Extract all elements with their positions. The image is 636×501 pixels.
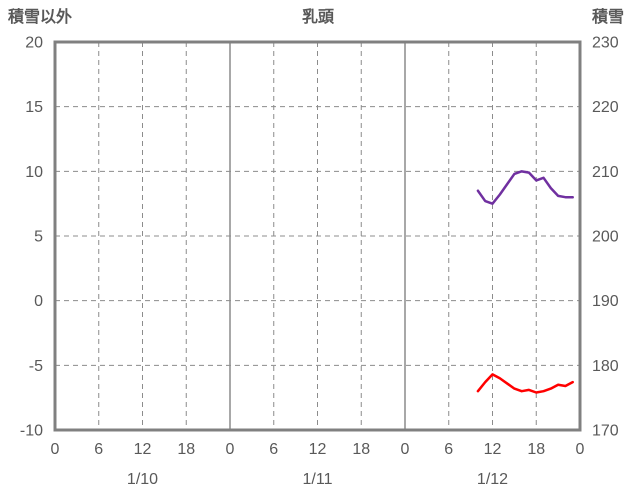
x-tick-label: 0 — [576, 441, 585, 458]
x-tick-label: 0 — [51, 441, 60, 458]
date-label: 1/11 — [303, 471, 333, 488]
y-left-tick-label: 10 — [25, 164, 43, 181]
x-tick-label: 12 — [134, 441, 152, 458]
series-snow-depth-line — [476, 170, 574, 205]
x-tick-label: 18 — [177, 441, 195, 458]
x-tick-label: 18 — [527, 441, 545, 458]
x-tick-label: 6 — [269, 441, 278, 458]
chart-title: 乳頭 — [301, 9, 335, 26]
y-left-tick-label: -10 — [20, 423, 43, 440]
x-tick-label: 6 — [444, 441, 453, 458]
y-right-tick-label: 170 — [592, 423, 619, 440]
y-left-tick-label: 15 — [25, 99, 43, 116]
x-tick-label: 0 — [226, 441, 235, 458]
x-tick-label: 0 — [401, 441, 410, 458]
x-tick-label: 12 — [484, 441, 502, 458]
y-right-tick-label: 230 — [592, 35, 619, 52]
plot-frame — [53, 40, 582, 432]
y-left-tick-label: 20 — [25, 35, 43, 52]
y-right-tick-label: 210 — [592, 164, 619, 181]
y-right-tick-label: 220 — [592, 99, 619, 116]
chart-header: 積雪以外 乳頭 積雪 — [0, 5, 636, 31]
date-label: 1/12 — [477, 471, 508, 488]
y-left-tick-label: 0 — [34, 293, 43, 310]
x-tick-label: 6 — [94, 441, 103, 458]
series-temperature-line — [476, 373, 574, 394]
y-right-tick-label: 200 — [592, 229, 619, 246]
x-tick-label: 12 — [309, 441, 327, 458]
y-left-tick-label: -5 — [29, 358, 43, 375]
y-right-tick-label: 190 — [592, 293, 619, 310]
date-label: 1/10 — [127, 471, 158, 488]
left-axis-title: 積雪以外 — [8, 9, 73, 26]
x-tick-label: 18 — [352, 441, 370, 458]
y-right-tick-label: 180 — [592, 358, 619, 375]
y-left-tick-label: 5 — [34, 229, 43, 246]
right-axis-title: 積雪 — [591, 9, 624, 26]
